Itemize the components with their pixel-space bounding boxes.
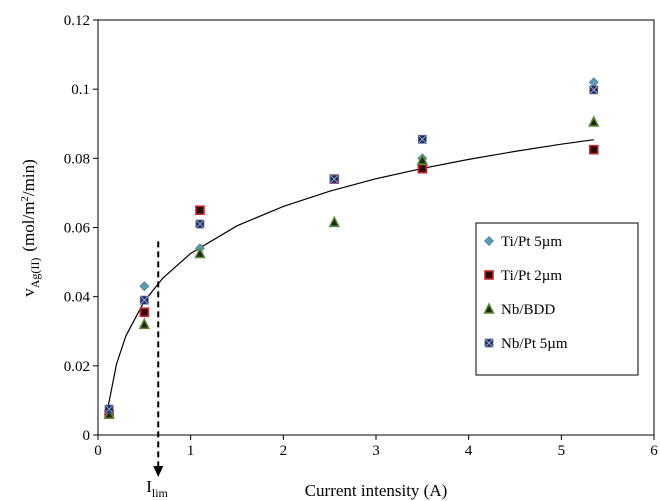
marker-cross xyxy=(330,175,339,183)
data-point-series-1 xyxy=(139,281,150,292)
annotation-group: Ilim xyxy=(146,241,169,500)
x-tick-label: 3 xyxy=(372,443,380,459)
data-point-series-3 xyxy=(103,407,115,419)
y-axis-title-base: v xyxy=(19,288,38,297)
y-axis-title: vAg(II) (mol/m2/min) xyxy=(19,159,42,297)
x-axis-title: Current intensity (A) xyxy=(305,481,448,500)
marker-cross xyxy=(589,86,598,94)
limit-label: Ilim xyxy=(146,477,168,500)
y-tick-label: 0.06 xyxy=(64,221,91,237)
data-point-series-4 xyxy=(139,295,149,305)
data-point-series-2 xyxy=(195,205,205,216)
legend-marker-4 xyxy=(484,338,494,348)
y-tick-label: 0.1 xyxy=(71,82,90,98)
x-tick-label: 4 xyxy=(465,443,473,459)
legend-label-4: Nb/Pt 5µm xyxy=(501,336,568,352)
marker-cross xyxy=(196,220,204,228)
marker-cross xyxy=(418,135,427,144)
data-point-series-3 xyxy=(416,153,429,165)
trendline-group xyxy=(106,139,594,411)
y-tick-label: 0.12 xyxy=(64,13,90,29)
data-point-series-3 xyxy=(194,246,206,259)
data-point-series-4 xyxy=(417,134,427,144)
limit-label-subscript: lim xyxy=(152,486,169,500)
trendline xyxy=(106,139,594,411)
data-point-series-4 xyxy=(589,85,599,95)
data-point-series-4 xyxy=(104,404,114,414)
x-tick-label: 1 xyxy=(187,443,195,459)
data-point-series-3 xyxy=(328,215,341,228)
legend-items: Ti/Pt 5µm Ti/Pt 2µm Nb/BDD Nb/Pt 5µm xyxy=(483,234,568,352)
data-point-series-1 xyxy=(588,77,599,88)
x-tick-label: 5 xyxy=(558,443,566,459)
x-tick-label: 0 xyxy=(94,443,102,459)
axis-ticks: 0 1 2 3 4 5 6 0 0.02 0.04 0.06 0.08 0.1 0.12 xyxy=(64,13,659,459)
y-tick-label: 0.08 xyxy=(64,151,90,167)
y-tick-label: 0.04 xyxy=(64,290,91,306)
data-point-series-2 xyxy=(417,163,428,174)
data-point-series-4 xyxy=(195,219,205,229)
marker-cross xyxy=(105,405,113,413)
data-point-series-3 xyxy=(588,115,600,127)
data-point-series-2 xyxy=(139,307,150,318)
legend-marker-2 xyxy=(484,270,494,280)
legend-label-1: Ti/Pt 5µm xyxy=(501,234,562,250)
x-tick-label: 2 xyxy=(280,443,288,459)
data-point-series-2 xyxy=(588,144,599,155)
marker-cross xyxy=(140,296,149,304)
legend-label-3: Nb/BDD xyxy=(501,302,555,318)
data-points xyxy=(103,77,600,420)
legend: Ti/Pt 5µm Ti/Pt 2µm Nb/BDD Nb/Pt 5µm xyxy=(475,222,639,376)
y-axis-title-unit: (mol/m xyxy=(19,202,38,252)
legend-label-2: Ti/Pt 2µm xyxy=(501,268,562,284)
data-point-series-3 xyxy=(138,317,151,330)
x-tick-label: 6 xyxy=(650,443,658,459)
legend-box xyxy=(475,222,639,376)
y-axis-title-unit-end: /min) xyxy=(19,159,38,196)
y-tick-label: 0 xyxy=(83,428,91,444)
limit-arrow-head xyxy=(153,466,164,477)
y-axis-title-subscript: Ag(II) xyxy=(28,258,42,289)
y-tick-label: 0.02 xyxy=(64,359,90,375)
limit-label-base: I xyxy=(146,477,152,496)
y-axis-title-unit-sup: 2 xyxy=(19,196,31,202)
data-point-series-4 xyxy=(329,174,339,184)
marker-cross xyxy=(485,339,493,347)
legend-marker-3 xyxy=(483,302,495,314)
legend-marker-1 xyxy=(484,236,494,246)
